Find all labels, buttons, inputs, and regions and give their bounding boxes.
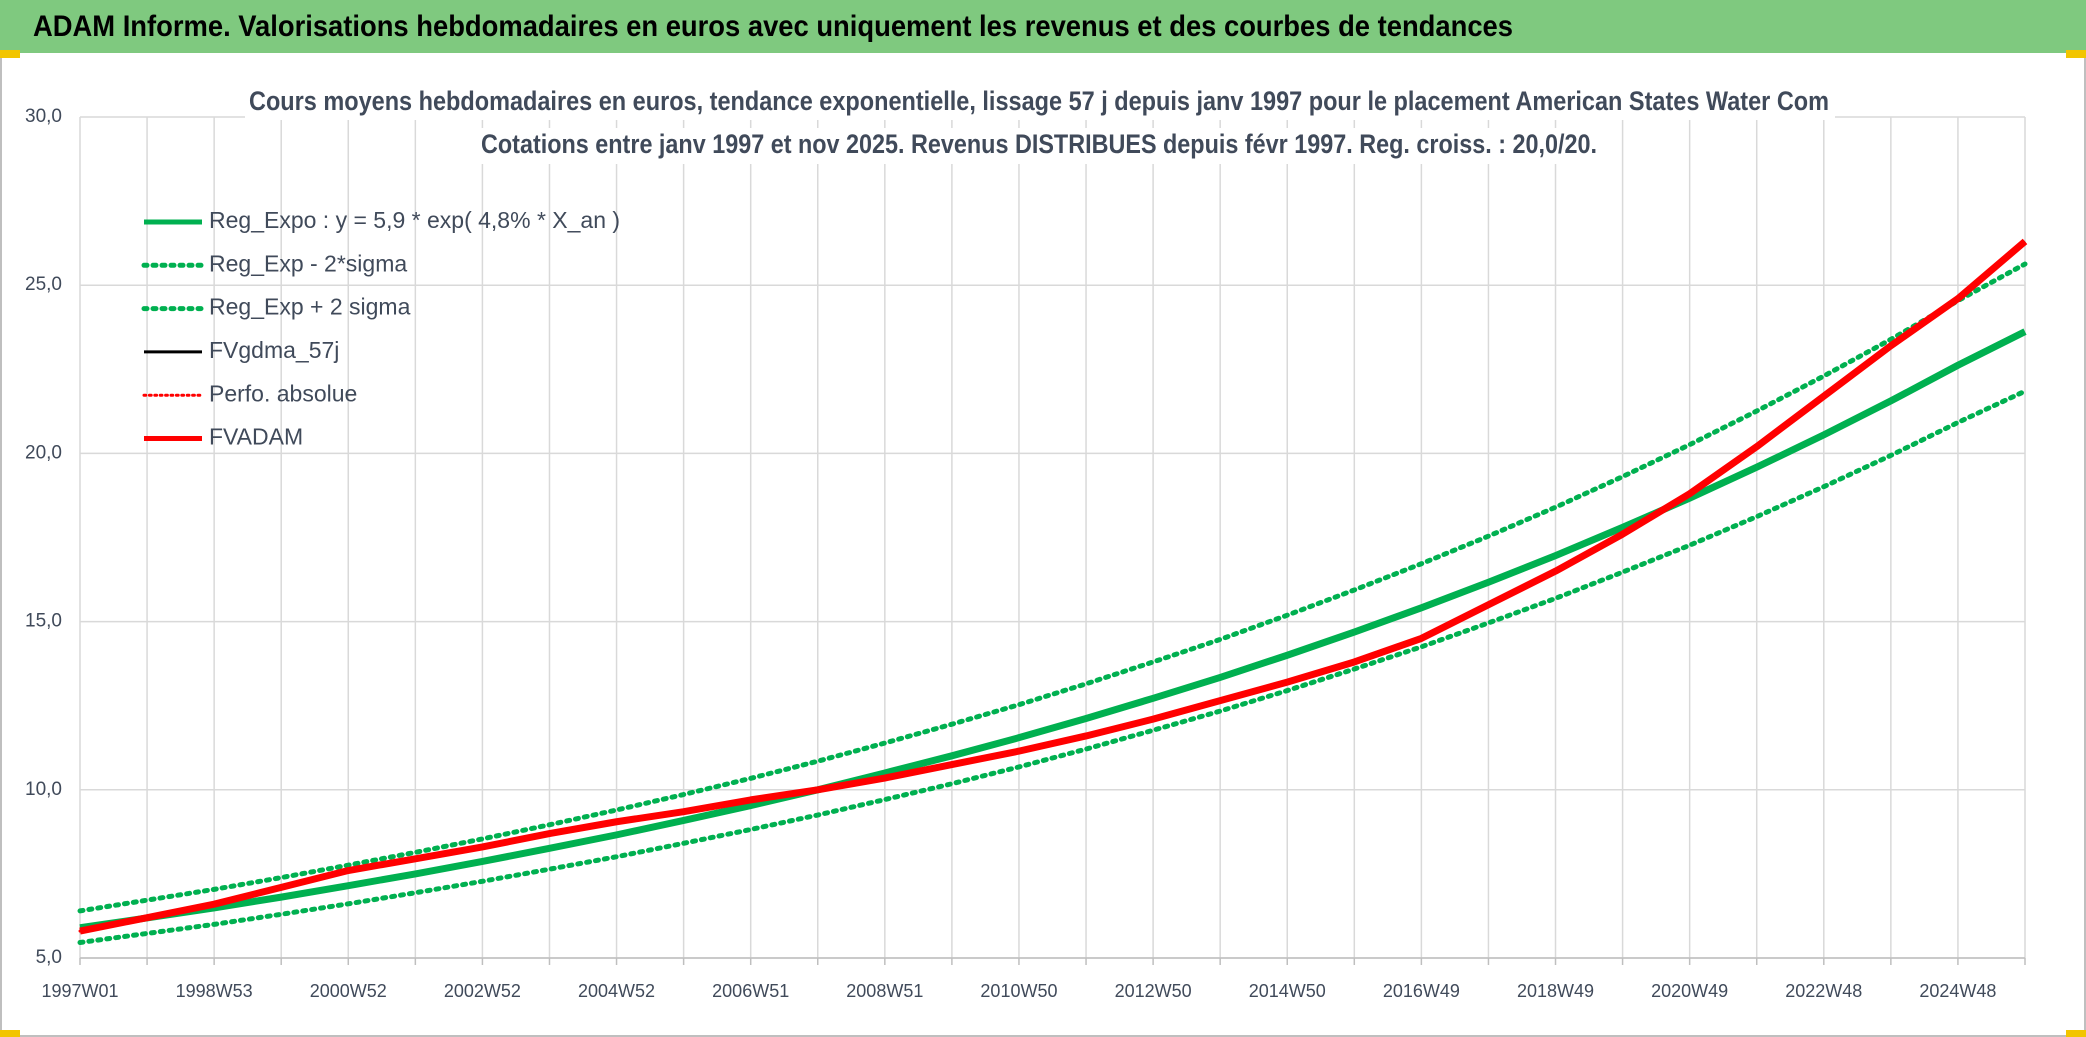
- x-tick-label: 2016W49: [1383, 981, 1460, 1001]
- legend-label: Reg_Expo : y = 5,9 * exp( 4,8% * X_an ): [209, 207, 620, 233]
- chart-title: Cours moyens hebdomadaires en euros, ten…: [249, 86, 1829, 116]
- x-tick-label: 2022W48: [1785, 981, 1862, 1001]
- x-tick-label: 2008W51: [846, 981, 923, 1001]
- plot-area: 5,0 10,0 15,0 20,0 25,0 30,0 1997W01 1998W53 200…: [25, 106, 2028, 1001]
- legend-label: Perfo. absolue: [209, 380, 357, 406]
- y-tick-label: 5,0: [36, 947, 62, 968]
- x-tick-label: 2000W52: [310, 981, 387, 1001]
- legend-label: Reg_Exp - 2*sigma: [209, 250, 407, 276]
- legend-label: FVgdma_57j: [209, 337, 339, 363]
- title-bg: [245, 84, 1835, 120]
- x-tick-label: 2002W52: [444, 981, 521, 1001]
- y-tick-label: 30,0: [25, 106, 62, 127]
- series-line: [79, 328, 2027, 932]
- subtitle-bg: [476, 128, 1602, 164]
- y-tick-label: 10,0: [25, 779, 62, 800]
- header-title: ADAM Informe. Valorisations hebdomadaire…: [33, 10, 1513, 43]
- chart-subtitle: Cotations entre janv 1997 et nov 2025. R…: [481, 129, 1597, 159]
- x-tick-label: 2006W51: [712, 981, 789, 1001]
- x-tick-label: 2004W52: [578, 981, 655, 1001]
- series-line: [77, 388, 2028, 946]
- x-tick-label: 2020W49: [1651, 981, 1728, 1001]
- corner: [2066, 1030, 2086, 1037]
- legend-label: FVADAM: [209, 424, 303, 450]
- x-tick-label: 2024W48: [1919, 981, 1996, 1001]
- series-line: [79, 238, 2028, 935]
- corner: [0, 1030, 20, 1037]
- x-tick-label: 2010W50: [980, 981, 1057, 1001]
- series-line: [77, 261, 2028, 914]
- corner: [0, 50, 20, 58]
- x-tick-label: 2018W49: [1517, 981, 1594, 1001]
- x-tick-label: 1998W53: [176, 981, 253, 1001]
- corner: [2066, 50, 2086, 58]
- y-tick-label: 25,0: [25, 274, 62, 295]
- x-tick-label: 1997W01: [41, 981, 118, 1001]
- header-bar: [0, 0, 2086, 53]
- x-tick-label: 2012W50: [1115, 981, 1192, 1001]
- y-tick-label: 15,0: [25, 611, 62, 632]
- legend-label: Reg_Exp + 2 sigma: [209, 294, 411, 320]
- x-tick-label: 2014W50: [1249, 981, 1326, 1001]
- y-tick-label: 20,0: [25, 442, 62, 463]
